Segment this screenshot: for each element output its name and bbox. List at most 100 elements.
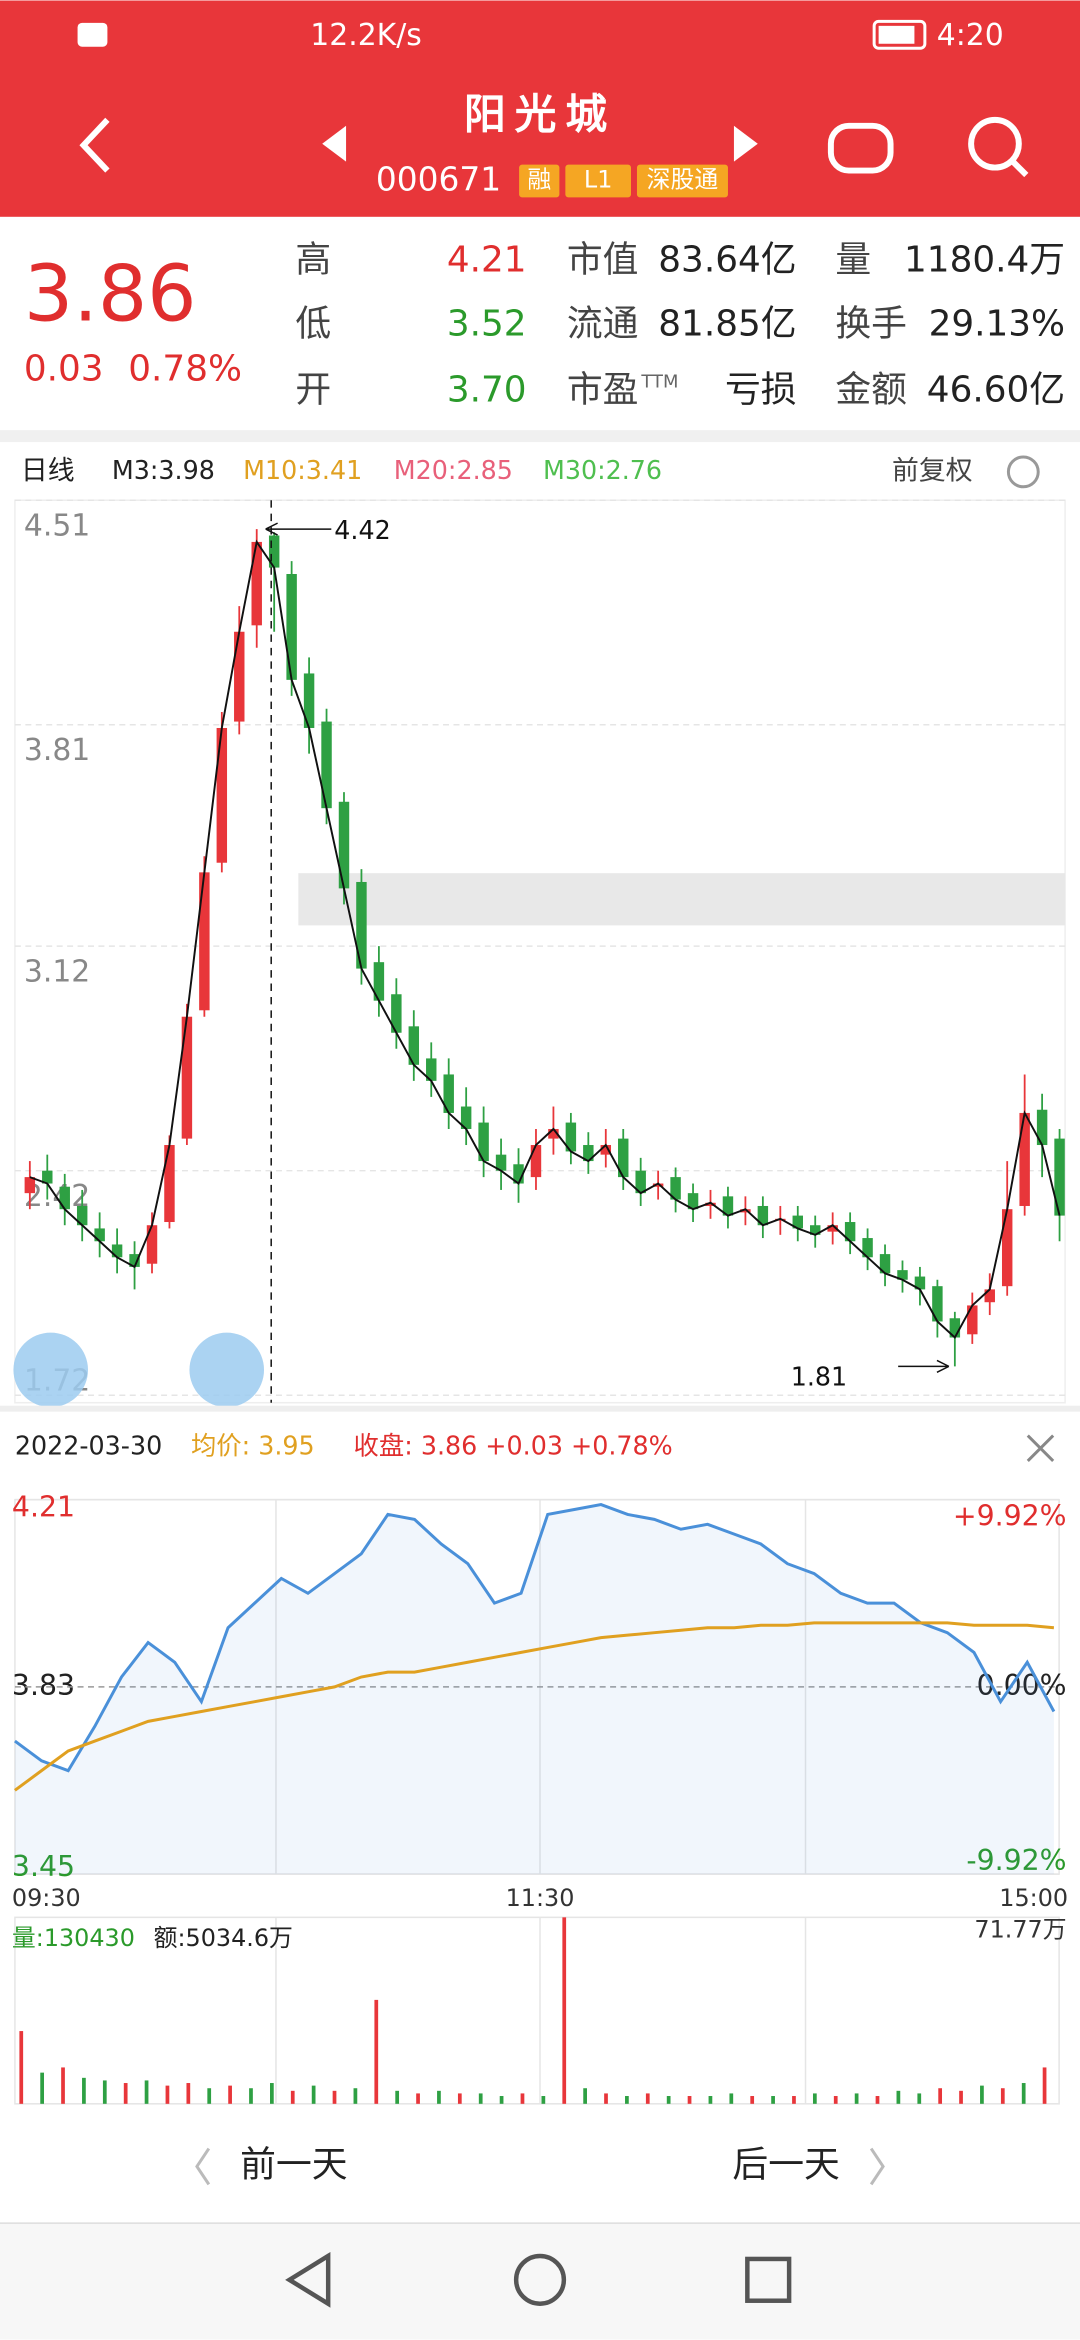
volume-bar — [144, 2080, 149, 2104]
net-speed: 12.2K/s — [310, 18, 422, 53]
candle-body — [548, 1128, 559, 1139]
candle-body — [1001, 1209, 1013, 1287]
float-button[interactable] — [13, 1332, 89, 1408]
volume-bar — [478, 2093, 483, 2104]
candle-body — [705, 1202, 716, 1206]
candle-body — [670, 1177, 681, 1200]
candle-body — [338, 801, 350, 889]
volume-chart: 71.77万 — [14, 1915, 1067, 2105]
candle-body — [42, 1170, 53, 1184]
candle-body — [897, 1270, 908, 1280]
stat-label: 市值 — [567, 240, 639, 281]
stat-value: 46.60亿 — [927, 369, 1065, 410]
nav-recent[interactable] — [745, 2256, 792, 2303]
candle-body — [879, 1254, 891, 1274]
nav-back[interactable] — [285, 2251, 331, 2308]
candle-body — [513, 1164, 524, 1184]
adjust-toggle[interactable]: 前复权 — [892, 455, 973, 486]
badges: 融 L1 深股通 — [519, 164, 728, 198]
stat-label: 开 — [295, 369, 331, 410]
change-pct: 0.78% — [128, 348, 242, 389]
candle-body — [59, 1186, 70, 1210]
prev-day[interactable]: 前一天 — [240, 2144, 347, 2185]
ma-label: M30:2.76 — [543, 455, 662, 485]
volume-bar — [854, 2093, 859, 2104]
volume-bar — [938, 2088, 943, 2104]
stat-label: 换手 — [835, 304, 907, 345]
candle-body — [618, 1138, 629, 1178]
separator — [0, 430, 1080, 443]
ma-label: M10:3.41 — [243, 455, 362, 485]
candle-body — [495, 1154, 507, 1171]
stat-value: 29.13% — [929, 304, 1066, 345]
settings-icon[interactable] — [1006, 455, 1040, 489]
candle-body — [844, 1222, 856, 1242]
candle-body — [268, 535, 280, 568]
amount-label: 额:5034.6万 — [154, 1924, 293, 1952]
volume-bar — [332, 2090, 337, 2104]
volume-bar — [896, 2090, 901, 2104]
close-button[interactable] — [1026, 1434, 1055, 1462]
volume-bar — [40, 2072, 45, 2104]
candle-body — [565, 1122, 577, 1152]
prev-stock[interactable] — [322, 125, 347, 162]
stat-label: 高 — [295, 240, 331, 281]
candle-body — [94, 1228, 105, 1242]
stat-label: 金额 — [835, 369, 907, 410]
candle-body — [967, 1305, 978, 1335]
price-area — [14, 1504, 1054, 1875]
volume-bar — [1042, 2067, 1047, 2104]
nav-home[interactable] — [513, 2253, 567, 2306]
battery-level — [878, 25, 915, 44]
volume-bar — [457, 2093, 462, 2104]
next-stock[interactable] — [733, 125, 758, 162]
y-tick-label: 3.83 — [12, 1669, 75, 1702]
badge-text: 融 — [527, 165, 551, 193]
candle-body — [391, 994, 402, 1033]
candle-body — [303, 673, 315, 728]
back-button[interactable] — [79, 117, 110, 173]
volume-bar — [395, 2090, 400, 2104]
y2-tick-label: +9.92% — [953, 1500, 1067, 1533]
volume-bar — [625, 2096, 629, 2104]
candle-body — [321, 721, 332, 809]
candle-body — [722, 1196, 734, 1216]
volume-bar — [666, 2096, 671, 2104]
price-line — [14, 1503, 1056, 1773]
y-tick-label: 4.21 — [12, 1491, 75, 1524]
search-handle — [1010, 159, 1029, 178]
ma-label: M20:2.85 — [394, 455, 513, 485]
battery — [872, 19, 927, 50]
stock-name: 阳光城 — [464, 89, 616, 138]
volume-bar — [729, 2093, 734, 2104]
float-button[interactable] — [189, 1332, 265, 1408]
stat-label: 低 — [295, 304, 331, 345]
next-day[interactable]: 后一天 — [732, 2144, 839, 2185]
min-label: 1.81 — [791, 1361, 847, 1391]
robot-icon[interactable] — [827, 122, 894, 174]
candle-body — [216, 727, 228, 863]
volume-bar — [165, 2085, 170, 2104]
volume-bar — [1021, 2083, 1026, 2104]
volume-bar — [437, 2090, 441, 2104]
candle-body — [792, 1215, 803, 1229]
candle-body — [426, 1058, 437, 1081]
volume-bar — [750, 2096, 755, 2104]
candle-body — [286, 574, 297, 680]
volume-bar — [290, 2090, 295, 2104]
clock: 4:20 — [937, 18, 1004, 53]
volume-bar — [917, 2093, 922, 2104]
volume-bar — [875, 2096, 880, 2104]
volume-bar — [353, 2088, 358, 2104]
close-info: 收盘: 3.86 +0.03 +0.78% — [354, 1430, 673, 1460]
search-icon[interactable] — [968, 116, 1022, 171]
x-tick-label: 09:30 — [12, 1884, 81, 1912]
stat-value: 亏损 — [725, 369, 797, 410]
badge — [565, 164, 631, 198]
candle-body — [757, 1205, 769, 1226]
y-tick-label: 3.12 — [24, 954, 90, 989]
candle-body — [251, 541, 262, 626]
candle-body — [810, 1225, 821, 1235]
volume-bar — [792, 2096, 796, 2104]
